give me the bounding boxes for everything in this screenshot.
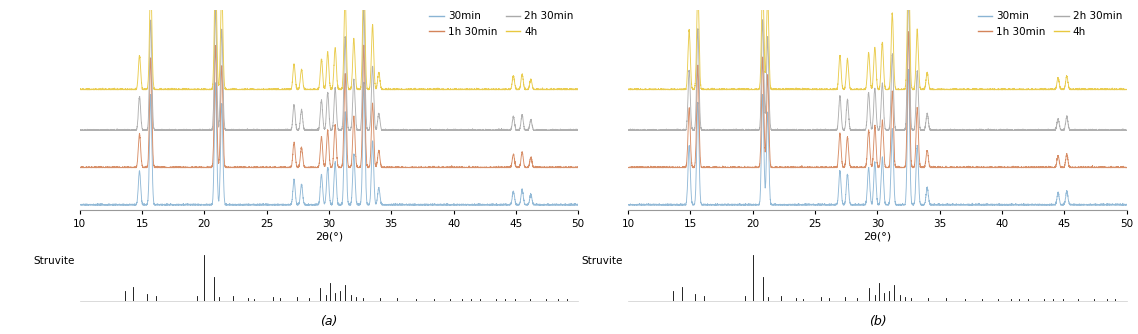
Text: (a): (a) [320,315,338,328]
Text: Struvite: Struvite [582,256,624,266]
Text: Struvite: Struvite [33,256,75,266]
X-axis label: 2θ(°): 2θ(°) [315,232,343,242]
Legend: 30min, 1h 30min, 2h 30min, 4h: 30min, 1h 30min, 2h 30min, 4h [426,7,578,41]
X-axis label: 2θ(°): 2θ(°) [864,232,891,242]
Legend: 30min, 1h 30min, 2h 30min, 4h: 30min, 1h 30min, 2h 30min, 4h [973,7,1127,41]
Text: (b): (b) [868,315,887,328]
